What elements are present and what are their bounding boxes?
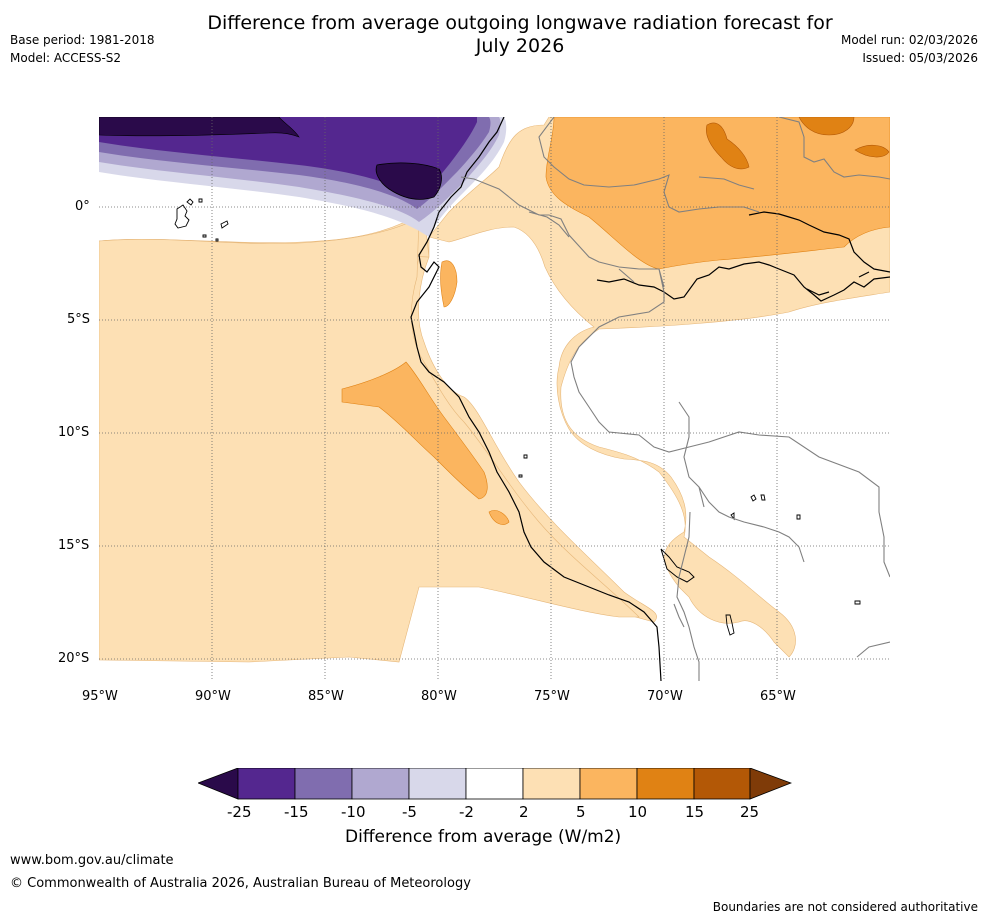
colorbar-cell-6 — [522, 768, 581, 800]
colorbar-tick-1: -15 — [284, 803, 309, 821]
colorbar-tick-7: 10 — [628, 803, 648, 821]
colorbar-tick-9: 25 — [740, 803, 760, 821]
lon-label-95w: 95°W — [82, 689, 118, 704]
model-text: Model: ACCESS-S2 — [10, 51, 122, 65]
galapagos-islands — [174, 198, 229, 242]
colorbar-cell-8 — [636, 768, 695, 800]
forecast-map — [99, 117, 890, 681]
title-line-2: July 2026 — [475, 35, 565, 57]
lon-label-75w: 75°W — [534, 689, 570, 704]
model-run-text: Model run: 02/03/2026 — [840, 33, 978, 47]
anomaly-10-to-15-patch-3 — [854, 144, 890, 158]
anomaly-2-to-5-ocean-region — [99, 216, 640, 663]
copyright-text: © Commonwealth of Australia 2026, Austra… — [10, 876, 471, 891]
amazon-river — [596, 211, 890, 302]
colorbar — [198, 768, 792, 800]
colorbar-cell-3 — [351, 768, 410, 800]
colorbar-tick-2: -10 — [341, 803, 366, 821]
anomaly-below-minus-25-patch-2 — [375, 162, 442, 200]
base-period-text: Base period: 1981-2018 — [10, 33, 155, 47]
colorbar-cell-4 — [408, 768, 467, 800]
lat-label-0: 0° — [75, 199, 90, 214]
colorbar-arrow-high — [749, 768, 792, 800]
disclaimer-text: Boundaries are not considered authoritat… — [712, 900, 978, 914]
colorbar-tick-5: 2 — [519, 803, 529, 821]
anomaly-below-minus-25-patch-1 — [99, 117, 300, 138]
inland-lakes — [518, 454, 861, 636]
colorbar-tick-6: 5 — [576, 803, 586, 821]
colorbar-tick-3: -5 — [402, 803, 417, 821]
lat-label-20s: 20°S — [58, 651, 90, 666]
colorbar-cell-5 — [465, 768, 524, 800]
lon-label-70w: 70°W — [647, 689, 683, 704]
colorbar-cell-9 — [693, 768, 751, 800]
lake-titicaca — [660, 548, 695, 583]
title-line-1: Difference from average outgoing longwav… — [207, 12, 833, 34]
lat-label-5s: 5°S — [67, 312, 91, 327]
anomaly-5-to-10-coastal-strip — [440, 260, 458, 308]
country-borders — [460, 117, 890, 681]
anomaly-5-to-10-small-patch — [488, 510, 510, 525]
colorbar-tick-0: -25 — [227, 803, 252, 821]
lon-label-85w: 85°W — [308, 689, 344, 704]
anomaly-10-to-15-patch-2 — [798, 117, 855, 136]
lon-label-65w: 65°W — [760, 689, 796, 704]
colorbar-cell-1 — [237, 768, 296, 800]
lat-label-10s: 10°S — [58, 425, 90, 440]
website-link[interactable]: www.bom.gov.au/climate — [10, 853, 174, 868]
anomaly-5-to-10-coastal-region — [341, 361, 488, 500]
colorbar-tick-8: 15 — [685, 803, 705, 821]
colorbar-cell-7 — [579, 768, 638, 800]
coastline — [410, 117, 662, 681]
chart-title: Difference from average outgoing longwav… — [160, 12, 880, 58]
colorbar-tick-4: -2 — [459, 803, 474, 821]
lon-label-80w: 80°W — [421, 689, 457, 704]
issued-text: Issued: 05/03/2026 — [862, 51, 978, 65]
lon-label-90w: 90°W — [195, 689, 231, 704]
graticule — [99, 117, 890, 681]
anomaly-10-to-15-patch-1 — [706, 122, 750, 170]
colorbar-arrow-low — [198, 768, 239, 800]
lat-label-15s: 15°S — [58, 538, 90, 553]
colorbar-label: Difference from average (W/m2) — [345, 827, 622, 847]
colorbar-cell-2 — [294, 768, 353, 800]
